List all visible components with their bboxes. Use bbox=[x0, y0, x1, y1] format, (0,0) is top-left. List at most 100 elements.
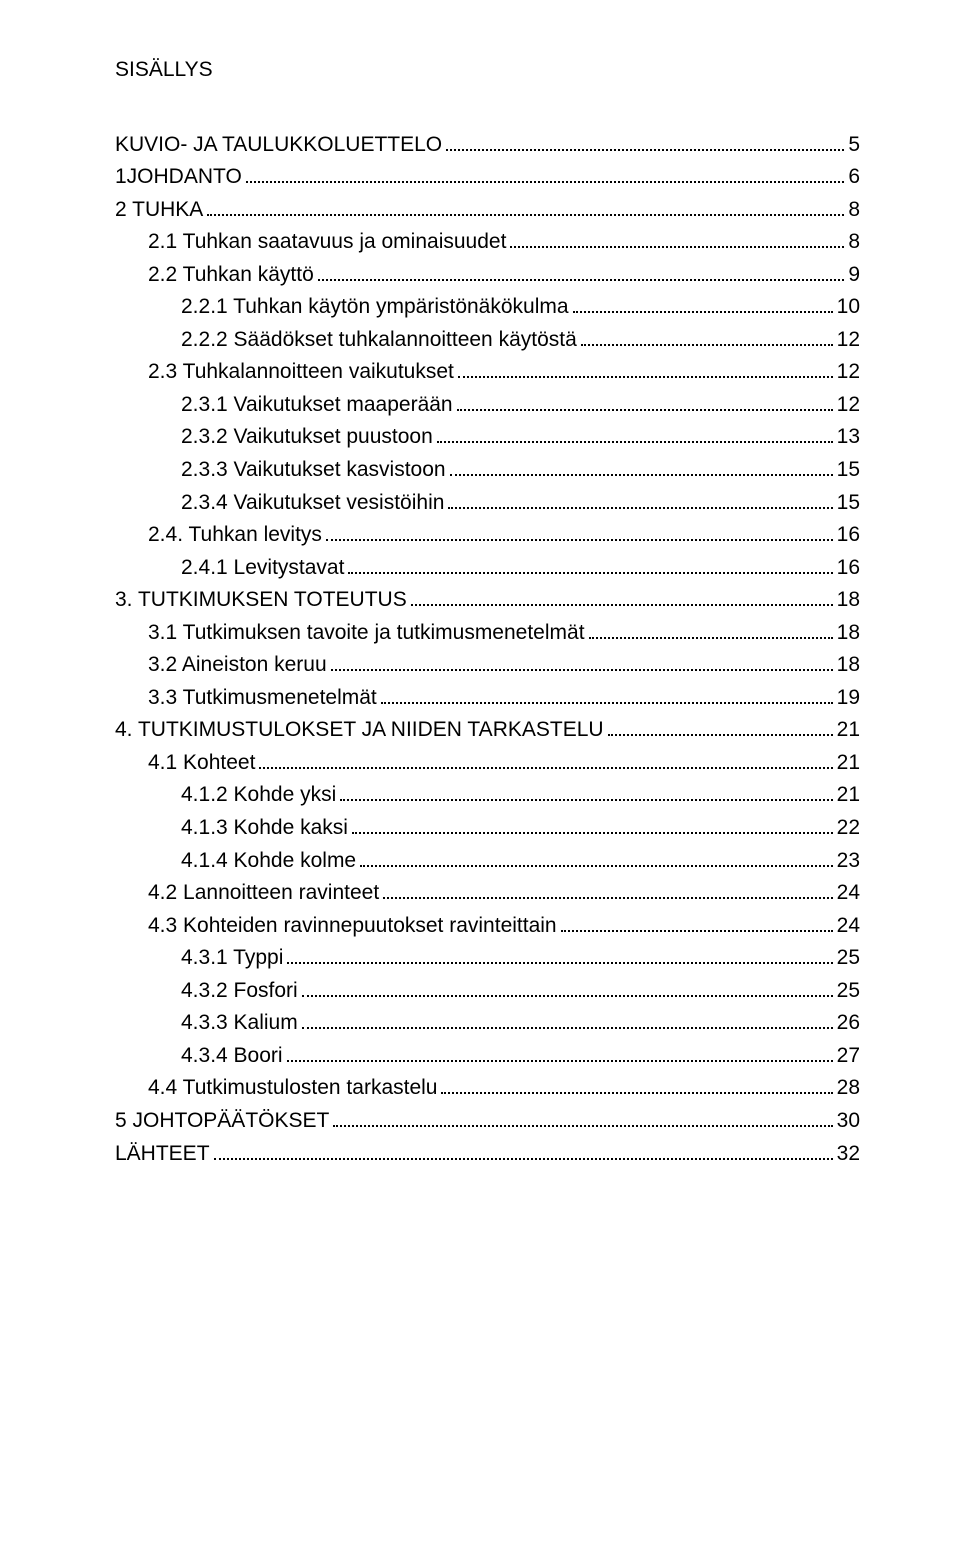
toc-entry: 3.3 Tutkimusmenetelmät19 bbox=[115, 682, 860, 715]
toc-entry-label: 1JOHDANTO bbox=[115, 161, 242, 194]
toc-entry-page: 21 bbox=[837, 714, 860, 747]
toc-leader-dots bbox=[340, 781, 832, 802]
toc-entry-page: 23 bbox=[837, 845, 860, 878]
toc-leader-dots bbox=[259, 748, 832, 769]
toc-entry-page: 25 bbox=[837, 942, 860, 975]
toc-entry-page: 10 bbox=[837, 291, 860, 324]
toc-entry-label: 2.2.1 Tuhkan käytön ympäristönäkökulma bbox=[181, 291, 569, 324]
toc-entry: 4.3.2 Fosfori25 bbox=[115, 975, 860, 1008]
toc-entry-label: 2.2 Tuhkan käyttö bbox=[148, 259, 314, 292]
toc-entry: 3.1 Tutkimuksen tavoite ja tutkimusmenet… bbox=[115, 617, 860, 650]
toc-entry: 2.3.2 Vaikutukset puustoon13 bbox=[115, 421, 860, 454]
toc-leader-dots bbox=[510, 227, 844, 248]
toc-entry: KUVIO- JA TAULUKKOLUETTELO5 bbox=[115, 129, 860, 162]
toc-entry-label: 4.3.1 Typpi bbox=[181, 942, 283, 975]
toc-entry-label: 4.1.4 Kohde kolme bbox=[181, 845, 356, 878]
toc-entry: 2.4. Tuhkan levitys16 bbox=[115, 519, 860, 552]
toc-leader-dots bbox=[608, 716, 833, 737]
toc-entry: 2.2 Tuhkan käyttö9 bbox=[115, 259, 860, 292]
toc-entry: 2.4.1 Levitystavat 16 bbox=[115, 552, 860, 585]
toc-leader-dots bbox=[214, 1139, 833, 1160]
toc-entry: 4.1.4 Kohde kolme 23 bbox=[115, 845, 860, 878]
toc-entry: 4.1.2 Kohde yksi 21 bbox=[115, 779, 860, 812]
toc-entry: 3. TUTKIMUKSEN TOTEUTUS 18 bbox=[115, 584, 860, 617]
toc-entry: 1JOHDANTO 6 bbox=[115, 161, 860, 194]
toc-entry-page: 16 bbox=[837, 552, 860, 585]
toc-leader-dots bbox=[589, 618, 833, 639]
toc-entry-label: 2.2.2 Säädökset tuhkalannoitteen käytöst… bbox=[181, 324, 577, 357]
toc-leader-dots bbox=[360, 846, 833, 867]
toc-entry-label: 2.3 Tuhkalannoitteen vaikutukset bbox=[148, 356, 454, 389]
toc-entry-label: 4.3.4 Boori bbox=[181, 1040, 283, 1073]
toc-entry-label: 4.3.3 Kalium bbox=[181, 1007, 298, 1040]
toc-entry-page: 6 bbox=[848, 161, 860, 194]
table-of-contents: KUVIO- JA TAULUKKOLUETTELO51JOHDANTO62 T… bbox=[115, 123, 860, 1171]
toc-entry-label: 4. TUTKIMUSTULOKSET JA NIIDEN TARKASTELU bbox=[115, 714, 604, 747]
toc-entry: 4.1 Kohteet 21 bbox=[115, 747, 860, 780]
toc-entry-label: 3.1 Tutkimuksen tavoite ja tutkimusmenet… bbox=[148, 617, 585, 650]
toc-leader-dots bbox=[561, 911, 833, 932]
toc-entry-page: 12 bbox=[837, 356, 860, 389]
toc-entry-label: 2.3.3 Vaikutukset kasvistoon bbox=[181, 454, 446, 487]
toc-entry-page: 26 bbox=[837, 1007, 860, 1040]
toc-entry-page: 27 bbox=[837, 1040, 860, 1073]
toc-leader-dots bbox=[458, 357, 833, 378]
toc-entry-label: 4.4 Tutkimustulosten tarkastelu bbox=[148, 1072, 437, 1105]
toc-entry: 4.1.3 Kohde kaksi22 bbox=[115, 812, 860, 845]
toc-entry: 4.2 Lannoitteen ravinteet 24 bbox=[115, 877, 860, 910]
toc-entry: 4.3 Kohteiden ravinnepuutokset ravinteit… bbox=[115, 910, 860, 943]
toc-entry-page: 21 bbox=[837, 747, 860, 780]
toc-entry: 4.3.3 Kalium 26 bbox=[115, 1007, 860, 1040]
toc-leader-dots bbox=[448, 488, 832, 509]
toc-leader-dots bbox=[383, 878, 832, 899]
toc-entry-label: 3. TUTKIMUKSEN TOTEUTUS bbox=[115, 584, 407, 617]
toc-entry-label: LÄHTEET bbox=[115, 1138, 210, 1171]
toc-entry-page: 30 bbox=[837, 1105, 860, 1138]
toc-entry-label: 2 TUHKA bbox=[115, 194, 203, 227]
toc-leader-dots bbox=[446, 130, 844, 151]
toc-entry-page: 13 bbox=[837, 421, 860, 454]
toc-entry: 2.2.2 Säädökset tuhkalannoitteen käytöst… bbox=[115, 324, 860, 357]
toc-leader-dots bbox=[333, 1106, 832, 1127]
toc-entry: 2 TUHKA8 bbox=[115, 194, 860, 227]
toc-entry-label: 3.2 Aineiston keruu bbox=[148, 649, 327, 682]
toc-entry-page: 5 bbox=[848, 129, 860, 162]
toc-entry-page: 15 bbox=[837, 454, 860, 487]
toc-leader-dots bbox=[326, 520, 833, 541]
toc-entry-page: 18 bbox=[837, 649, 860, 682]
toc-entry-label: 4.1 Kohteet bbox=[148, 747, 255, 780]
toc-entry: 4.3.4 Boori 27 bbox=[115, 1040, 860, 1073]
toc-leader-dots bbox=[581, 325, 833, 346]
toc-entry: 2.3.1 Vaikutukset maaperään12 bbox=[115, 389, 860, 422]
toc-leader-dots bbox=[457, 390, 833, 411]
toc-entry-page: 16 bbox=[837, 519, 860, 552]
toc-leader-dots bbox=[381, 683, 833, 704]
toc-entry-label: 4.1.3 Kohde kaksi bbox=[181, 812, 348, 845]
toc-leader-dots bbox=[318, 260, 845, 281]
toc-entry-page: 18 bbox=[837, 617, 860, 650]
toc-leader-dots bbox=[287, 1041, 833, 1062]
toc-entry: 4.3.1 Typpi 25 bbox=[115, 942, 860, 975]
toc-entry-page: 18 bbox=[837, 584, 860, 617]
toc-entry: 2.2.1 Tuhkan käytön ympäristönäkökulma 10 bbox=[115, 291, 860, 324]
toc-entry-page: 19 bbox=[837, 682, 860, 715]
toc-leader-dots bbox=[207, 195, 844, 216]
toc-leader-dots bbox=[573, 292, 833, 313]
toc-entry: LÄHTEET32 bbox=[115, 1138, 860, 1171]
toc-entry-label: 5 JOHTOPÄÄTÖKSET bbox=[115, 1105, 329, 1138]
toc-entry-page: 21 bbox=[837, 779, 860, 812]
toc-entry-label: 2.1 Tuhkan saatavuus ja ominaisuudet bbox=[148, 226, 506, 259]
toc-entry-page: 24 bbox=[837, 877, 860, 910]
toc-entry-label: 4.1.2 Kohde yksi bbox=[181, 779, 336, 812]
toc-entry: 4. TUTKIMUSTULOKSET JA NIIDEN TARKASTELU… bbox=[115, 714, 860, 747]
toc-entry-label: 4.3.2 Fosfori bbox=[181, 975, 298, 1008]
toc-leader-dots bbox=[302, 1008, 833, 1029]
toc-entry-label: 2.4.1 Levitystavat bbox=[181, 552, 344, 585]
toc-entry-page: 15 bbox=[837, 487, 860, 520]
toc-entry-page: 24 bbox=[837, 910, 860, 943]
toc-entry-page: 8 bbox=[848, 226, 860, 259]
toc-leader-dots bbox=[287, 943, 832, 964]
toc-entry: 2.1 Tuhkan saatavuus ja ominaisuudet 8 bbox=[115, 226, 860, 259]
toc-leader-dots bbox=[450, 455, 833, 476]
toc-entry-label: 4.2 Lannoitteen ravinteet bbox=[148, 877, 379, 910]
